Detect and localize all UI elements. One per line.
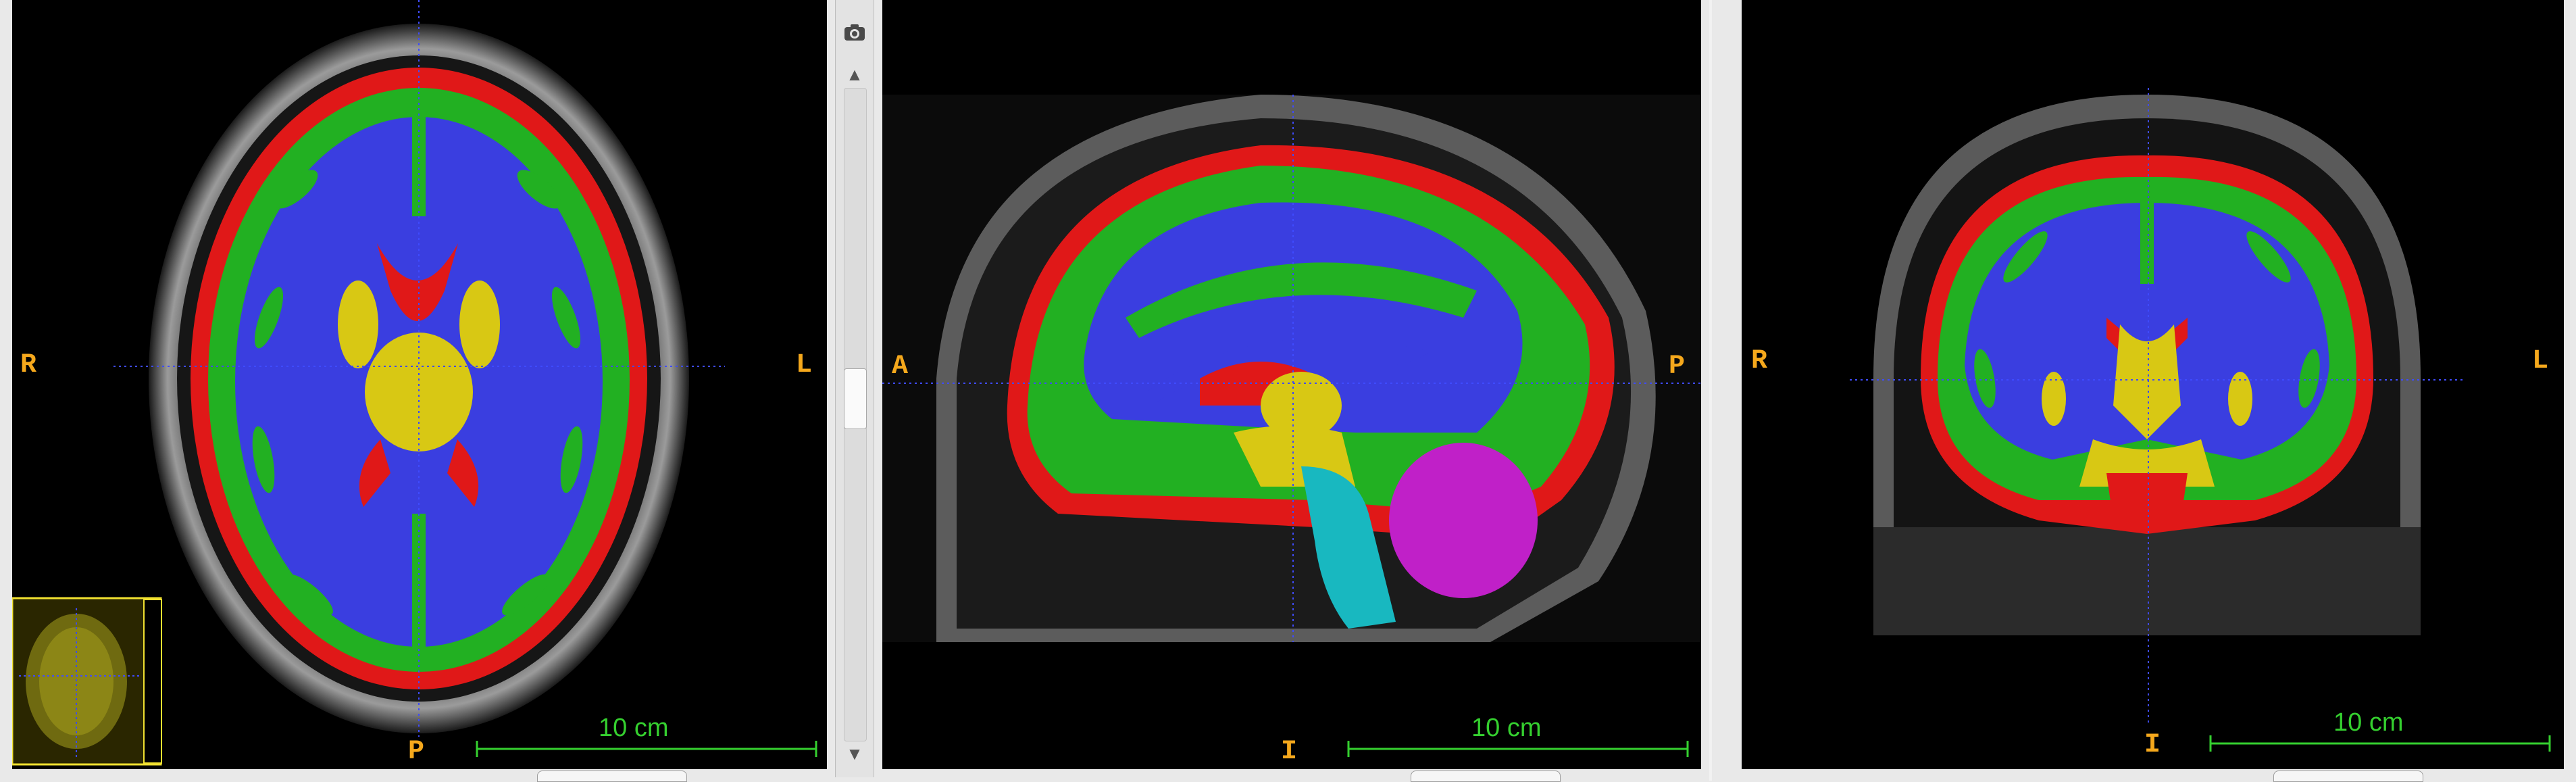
orientation-label-left: R — [1751, 346, 1768, 376]
orientation-label-right: L — [2532, 346, 2549, 376]
orientation-label-bottom: P — [408, 737, 425, 767]
sagittal-slice-image — [882, 95, 1701, 757]
axial-view-tab[interactable] — [537, 771, 687, 782]
scroll-thumb[interactable] — [844, 368, 867, 429]
thumbnail-navigator — [12, 597, 162, 766]
thalamus — [1261, 372, 1342, 439]
scroll-up-arrow-icon[interactable]: ▲ — [846, 64, 863, 84]
coronal-view-tab[interactable] — [2273, 771, 2423, 782]
deep-gray-matter — [2113, 324, 2181, 439]
slice-scrollbar[interactable]: ▲ ▼ — [835, 0, 874, 777]
scroll-down-arrow-icon[interactable]: ▼ — [846, 743, 863, 764]
coronal-slice-image — [1850, 88, 2551, 752]
view-divider[interactable] — [1709, 0, 1712, 781]
coronal-view[interactable]: R L I 10 cm — [1742, 0, 2564, 769]
caudate-left — [338, 280, 378, 368]
camera-icon[interactable] — [842, 20, 867, 45]
cerebellum — [1389, 443, 1538, 598]
scale-bar-label: 10 cm — [599, 714, 669, 742]
orientation-label-left: A — [892, 351, 909, 382]
brainstem — [1301, 466, 1396, 629]
thalamus — [365, 333, 473, 451]
orientation-label-bottom: I — [2144, 730, 2161, 760]
scale-bar — [1347, 741, 1689, 757]
scale-bar-label: 10 cm — [2333, 708, 2404, 737]
scale-bar-label: 10 cm — [1471, 714, 1542, 742]
sagittal-view[interactable]: A P I 10 cm — [882, 0, 1701, 769]
scale-bar — [2209, 735, 2551, 752]
orientation-label-bottom: I — [1281, 737, 1298, 767]
caudate-right — [459, 280, 500, 368]
sagittal-view-tab[interactable] — [1411, 771, 1561, 782]
axial-slice-image — [12, 0, 817, 766]
orientation-label-right: L — [796, 350, 813, 381]
scale-bar — [476, 741, 817, 757]
axial-view[interactable]: R L P 10 cm — [12, 0, 827, 769]
orientation-label-right: P — [1669, 351, 1686, 382]
orientation-label-left: R — [20, 350, 37, 381]
